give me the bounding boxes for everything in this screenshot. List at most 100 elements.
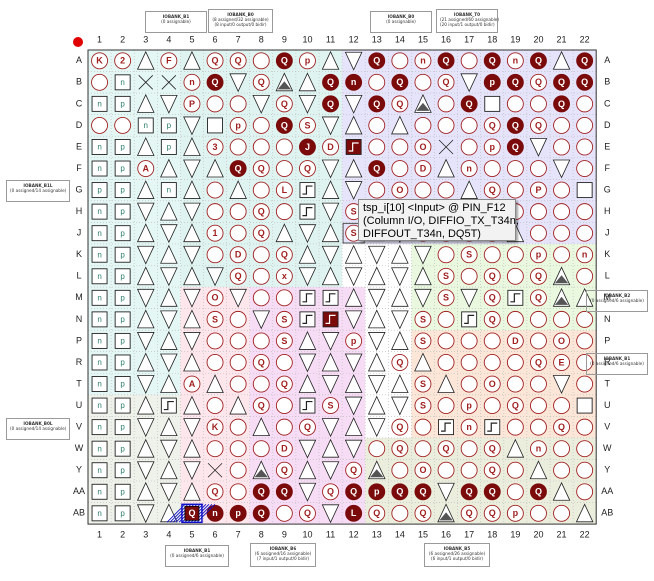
pin-triangle[interactable] xyxy=(160,417,178,437)
pin-triangle[interactable] xyxy=(321,50,340,70)
unassigned-pin[interactable] xyxy=(368,440,386,458)
unassigned-pin[interactable]: E xyxy=(553,354,570,371)
unassigned-pin[interactable] xyxy=(576,224,594,242)
no-connect-pin[interactable] xyxy=(438,139,454,155)
pin-triangle[interactable] xyxy=(414,93,432,113)
unassigned-pin[interactable] xyxy=(229,354,247,371)
io-square-pin[interactable]: n xyxy=(91,225,108,242)
unassigned-pin[interactable] xyxy=(553,504,570,522)
pin-triangle[interactable] xyxy=(160,330,178,350)
unassigned-pin[interactable]: Q xyxy=(252,397,270,415)
pin-triangle[interactable] xyxy=(183,223,201,243)
unassigned-pin[interactable] xyxy=(275,203,293,221)
pin-triangle[interactable] xyxy=(252,417,271,437)
io-square-pin[interactable]: p xyxy=(114,376,131,392)
unassigned-pin[interactable] xyxy=(576,483,594,501)
unassigned-pin[interactable]: Q xyxy=(345,461,363,479)
unassigned-pin[interactable] xyxy=(506,375,524,393)
io-square-pin[interactable]: n xyxy=(137,117,154,134)
io-square-pin[interactable]: n xyxy=(91,354,108,371)
pin-triangle[interactable] xyxy=(136,137,155,156)
unassigned-pin[interactable] xyxy=(275,418,293,436)
unassigned-pin[interactable]: Q xyxy=(483,461,501,479)
pin-triangle[interactable] xyxy=(136,461,155,481)
unassigned-pin[interactable] xyxy=(368,138,386,156)
io-square-pin[interactable] xyxy=(461,311,478,328)
io-square-pin[interactable]: p xyxy=(114,139,131,155)
assigned-pin[interactable]: Q xyxy=(229,160,247,177)
pin-triangle[interactable] xyxy=(321,418,340,438)
unassigned-pin[interactable] xyxy=(530,397,547,415)
unassigned-pin[interactable] xyxy=(576,160,594,177)
pin-triangle[interactable] xyxy=(391,287,409,307)
pin-triangle[interactable] xyxy=(391,115,409,135)
assigned-pin[interactable]: Q xyxy=(206,73,224,91)
pin-triangle[interactable] xyxy=(344,181,363,201)
pin-triangle[interactable] xyxy=(367,352,386,372)
unassigned-pin[interactable]: S xyxy=(206,310,224,328)
unassigned-pin[interactable]: F xyxy=(160,52,178,70)
pin-triangle[interactable] xyxy=(367,395,386,415)
unassigned-pin[interactable]: Q xyxy=(460,504,478,522)
pin-triangle[interactable] xyxy=(136,180,155,199)
io-square-pin[interactable]: p xyxy=(114,182,131,199)
unassigned-pin[interactable]: Q xyxy=(299,504,316,522)
unassigned-pin[interactable] xyxy=(437,310,455,328)
io-square-pin[interactable]: n xyxy=(91,440,108,457)
io-square-pin[interactable] xyxy=(299,203,316,220)
unassigned-pin[interactable]: D xyxy=(229,246,247,264)
pin-triangle[interactable] xyxy=(552,375,571,394)
unassigned-pin[interactable] xyxy=(460,138,478,156)
io-square-pin[interactable]: p xyxy=(114,332,131,349)
io-square-pin[interactable]: n xyxy=(91,332,108,349)
unassigned-pin[interactable]: A xyxy=(137,160,155,177)
unassigned-pin[interactable] xyxy=(553,224,570,242)
unassigned-pin[interactable]: Q xyxy=(206,483,224,501)
io-square-pin[interactable]: n xyxy=(91,95,108,112)
pin-triangle[interactable] xyxy=(321,352,340,372)
unassigned-pin[interactable] xyxy=(391,138,409,156)
io-square-pin[interactable] xyxy=(345,139,362,155)
unassigned-pin[interactable] xyxy=(437,461,455,479)
unassigned-pin[interactable]: Q xyxy=(252,354,270,371)
unassigned-pin[interactable]: O xyxy=(391,181,409,199)
unassigned-pin[interactable] xyxy=(414,440,432,458)
io-square-pin[interactable] xyxy=(299,311,316,328)
unassigned-pin[interactable] xyxy=(506,483,524,501)
unassigned-pin[interactable] xyxy=(437,397,455,415)
pin-triangle[interactable] xyxy=(367,418,386,438)
io-square-pin[interactable]: p xyxy=(114,268,131,285)
unassigned-pin[interactable] xyxy=(252,375,270,393)
assigned-pin[interactable]: Q xyxy=(576,52,594,70)
unassigned-pin[interactable] xyxy=(553,181,570,199)
pin-triangle[interactable] xyxy=(460,288,478,308)
pin-triangle[interactable] xyxy=(160,353,178,373)
assigned-pin[interactable]: Q xyxy=(576,73,594,91)
io-square-pin[interactable] xyxy=(576,182,593,199)
unassigned-pin[interactable]: S xyxy=(275,332,293,350)
pin-triangle[interactable] xyxy=(391,244,409,264)
pin-triangle[interactable] xyxy=(321,245,340,265)
pin-triangle[interactable] xyxy=(136,93,155,113)
unassigned-pin[interactable] xyxy=(206,181,224,199)
unassigned-pin[interactable]: Q xyxy=(391,95,409,113)
pin-triangle[interactable] xyxy=(183,461,201,481)
pin-triangle[interactable] xyxy=(460,180,478,199)
unassigned-pin[interactable] xyxy=(483,332,501,350)
pin-triangle[interactable] xyxy=(160,439,178,459)
assigned-pin[interactable]: Q xyxy=(553,95,570,113)
io-square-pin[interactable] xyxy=(322,289,339,306)
unassigned-pin[interactable]: p xyxy=(483,138,501,156)
pin-triangle[interactable] xyxy=(437,482,455,502)
pin-triangle[interactable] xyxy=(275,223,294,243)
pin-triangle[interactable] xyxy=(183,481,201,501)
unassigned-pin[interactable]: O xyxy=(483,375,501,393)
assigned-pin[interactable]: Q xyxy=(506,138,524,156)
unassigned-pin[interactable] xyxy=(506,310,524,328)
pin-triangle[interactable] xyxy=(321,159,340,179)
unassigned-pin[interactable] xyxy=(437,332,455,350)
assigned-pin[interactable]: Q xyxy=(506,73,524,91)
pin-triangle[interactable] xyxy=(183,245,201,265)
pin-triangle[interactable] xyxy=(321,438,340,458)
unassigned-pin[interactable]: n xyxy=(460,418,478,436)
